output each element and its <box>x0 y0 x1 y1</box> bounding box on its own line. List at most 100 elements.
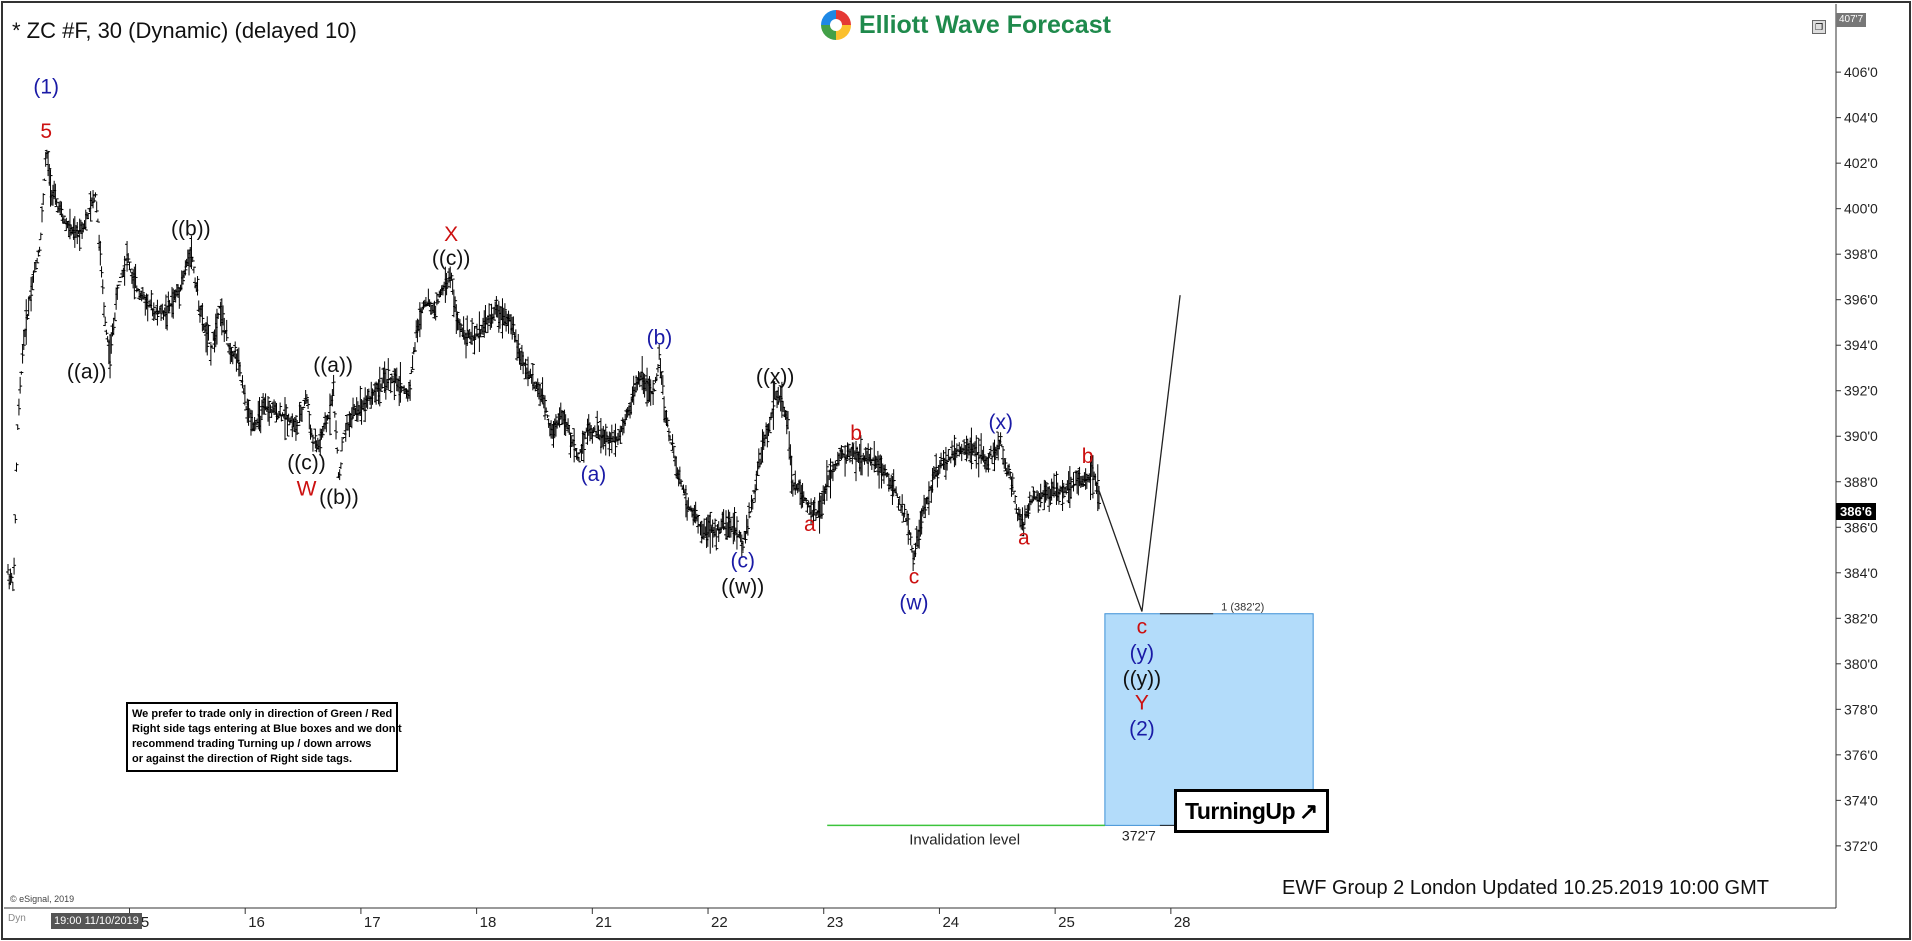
wave-label: ((a)) <box>313 354 353 377</box>
ohlc-bar <box>306 398 311 409</box>
ohlc-bar <box>332 411 337 418</box>
ohlc-bar <box>833 460 838 471</box>
ohlc-bar <box>806 500 811 507</box>
ohlc-bar <box>776 386 781 405</box>
ohlc-bar <box>557 407 562 428</box>
ohlc-bar <box>115 285 120 300</box>
ohlc-bar <box>331 374 336 395</box>
ohlc-bar <box>296 424 301 427</box>
ohlc-bar <box>155 299 160 326</box>
wave-label: ((x)) <box>756 365 794 388</box>
ohlc-bar <box>86 213 91 219</box>
ohlc-bar <box>935 469 940 488</box>
wave-label: ((b)) <box>171 217 211 240</box>
ohlc-bar <box>242 384 247 406</box>
ohlc-bar <box>358 385 363 417</box>
ohlc-bar <box>293 415 298 441</box>
invalidation-label: Invalidation level <box>909 831 1020 848</box>
ohlc-bar <box>200 303 205 332</box>
ohlc-bar <box>589 425 594 439</box>
x-tick-label: 22 <box>711 914 728 931</box>
ohlc-bar <box>741 541 746 551</box>
ohlc-bar <box>144 293 149 310</box>
ohlc-bar <box>433 305 438 321</box>
ohlc-bar <box>946 449 951 461</box>
ohlc-bar <box>755 461 760 476</box>
ohlc-bar <box>12 557 17 575</box>
ohlc-bar <box>48 169 53 207</box>
ohlc-bar <box>1008 471 1013 480</box>
ohlc-bar <box>1011 490 1016 495</box>
ohlc-bar <box>262 397 267 415</box>
ohlc-bar <box>986 454 991 473</box>
ohlc-bar <box>952 434 957 468</box>
ohlc-bar <box>156 311 161 315</box>
ohlc-bar <box>54 198 59 208</box>
wave-label: (2) <box>1129 717 1155 740</box>
ohlc-bar <box>765 423 770 448</box>
cursor-time-tag: 19:00 11/10/2019 <box>51 913 142 929</box>
ohlc-bar <box>891 469 896 497</box>
ohlc-bar <box>32 262 37 273</box>
ohlc-bar <box>304 394 309 404</box>
ohlc-bar <box>206 324 211 341</box>
ohlc-bar <box>388 377 393 394</box>
ohlc-bar <box>731 512 736 545</box>
ohlc-bar <box>595 410 600 439</box>
ohlc-bar <box>863 446 868 462</box>
ohlc-bar <box>1038 483 1043 508</box>
ohlc-bar <box>926 481 931 516</box>
ohlc-bar <box>1010 473 1015 492</box>
ohlc-bar <box>137 290 142 301</box>
chart-title: * ZC #F, 30 (Dynamic) (delayed 10) <box>12 18 357 43</box>
ohlc-bar <box>166 291 171 314</box>
ohlc-bar <box>83 209 88 231</box>
ohlc-bar <box>1003 459 1008 472</box>
ohlc-bar <box>693 501 698 524</box>
restore-icon[interactable]: ❐ <box>1812 20 1826 34</box>
ohlc-bar <box>142 293 147 300</box>
ohlc-bar <box>1044 483 1049 501</box>
ohlc-bar <box>14 462 19 472</box>
ohlc-bar <box>451 289 456 318</box>
ohlc-bar <box>885 472 890 477</box>
ohlc-bar <box>269 408 274 418</box>
ohlc-bar <box>95 218 100 223</box>
ohlc-bar <box>183 260 188 276</box>
ohlc-bar <box>696 514 701 534</box>
ohlc-bar <box>359 399 364 425</box>
wave-label: ((b)) <box>319 486 359 509</box>
ohlc-bar <box>151 302 156 322</box>
ohlc-bar <box>844 454 849 464</box>
x-tick-label: 23 <box>827 914 844 931</box>
ohlc-bar <box>109 332 114 354</box>
ohlc-bar <box>21 329 26 350</box>
ohlc-bar <box>1090 455 1095 499</box>
ohlc-bar <box>1060 480 1065 511</box>
ohlc-bar <box>47 163 52 186</box>
arrow-up-right-icon: ↗ <box>1299 797 1318 824</box>
ohlc-bar <box>533 384 538 392</box>
ohlc-bar <box>685 500 690 521</box>
ohlc-bar <box>581 432 586 463</box>
ohlc-bar <box>1007 463 1012 476</box>
ohlc-bar <box>112 312 117 322</box>
ohlc-bar <box>846 443 851 457</box>
ohlc-bar <box>355 401 360 423</box>
ohlc-bar <box>35 257 40 264</box>
ohlc-bar <box>894 486 899 495</box>
ohlc-bar <box>563 414 568 437</box>
ohlc-bar <box>33 261 38 270</box>
ohlc-bar <box>320 427 325 438</box>
ohlc-bar <box>1061 482 1066 499</box>
wave-label: (b) <box>647 327 673 350</box>
y-tick-label: 392'0 <box>1844 383 1878 399</box>
ohlc-bar <box>40 206 45 223</box>
ohlc-bar <box>445 279 450 289</box>
ohlc-bar <box>392 368 397 401</box>
ohlc-bar <box>116 284 121 287</box>
ohlc-bar <box>1043 480 1048 503</box>
ohlc-bar <box>195 276 200 296</box>
ohlc-bar <box>577 456 582 463</box>
